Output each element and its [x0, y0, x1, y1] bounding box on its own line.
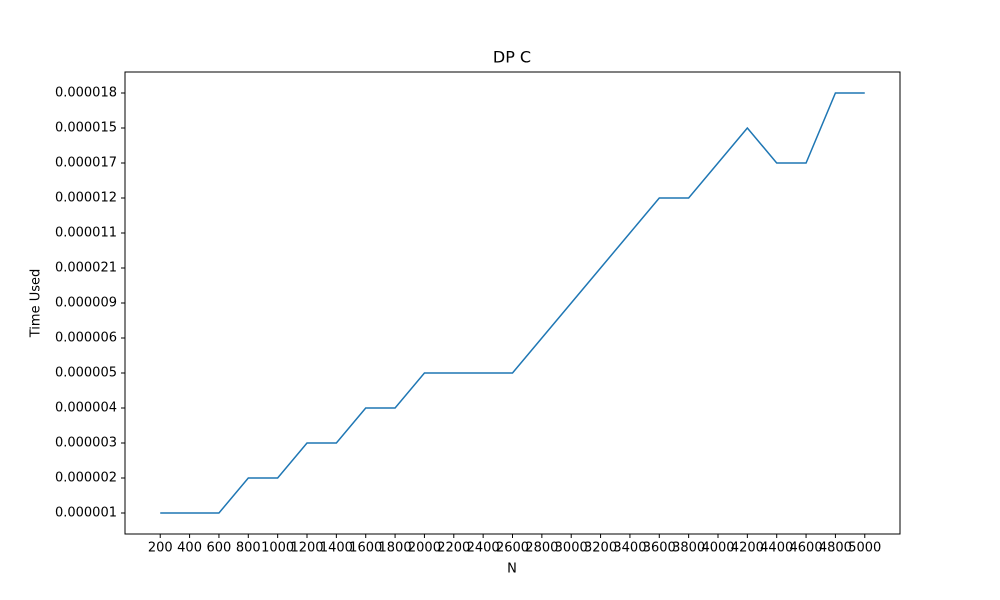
x-tick-label: 3800 — [672, 541, 705, 556]
x-tick-label: 3600 — [643, 541, 676, 556]
x-axis-label: N — [507, 562, 517, 577]
y-tick-label: 0.000009 — [55, 296, 117, 311]
y-tick-label: 0.000015 — [55, 121, 117, 136]
y-tick-label: 0.000018 — [55, 86, 117, 101]
plot-frame — [124, 71, 901, 535]
x-tick-label: 4400 — [760, 541, 793, 556]
x-tick-label: 2800 — [525, 541, 558, 556]
y-tick-label: 0.000006 — [55, 331, 117, 346]
x-tick-label: 3400 — [613, 541, 646, 556]
x-tick-label: 4800 — [819, 541, 852, 556]
x-tick-label: 4000 — [701, 541, 734, 556]
x-tick-label: 2200 — [437, 541, 470, 556]
x-tick-label: 1000 — [261, 541, 294, 556]
x-tick-label: 1200 — [290, 541, 323, 556]
x-tick-label: 600 — [207, 541, 232, 556]
x-tick-label: 400 — [177, 541, 202, 556]
chart-title: DP C — [493, 48, 531, 67]
x-tick-label: 2400 — [467, 541, 500, 556]
x-tick-label: 1800 — [379, 541, 412, 556]
x-tick-label: 3000 — [555, 541, 588, 556]
data-line — [160, 92, 865, 514]
x-tick-label: 3200 — [584, 541, 617, 556]
x-tick-label: 1600 — [349, 541, 382, 556]
y-tick-label: 0.000021 — [55, 261, 117, 276]
y-tick-label: 0.000017 — [55, 156, 117, 171]
y-tick-label: 0.000012 — [55, 191, 117, 206]
x-tick-label: 1400 — [320, 541, 353, 556]
y-tick-label: 0.000011 — [55, 226, 117, 241]
x-tick-label: 800 — [236, 541, 261, 556]
y-tick-label: 0.000005 — [55, 366, 117, 381]
x-tick-label: 5000 — [848, 541, 881, 556]
y-tick-label: 0.000002 — [55, 471, 117, 486]
x-tick-label: 2000 — [408, 541, 441, 556]
y-tick-label: 0.000004 — [55, 401, 117, 416]
y-axis-label: Time Used — [29, 269, 44, 339]
x-tick-label: 4600 — [790, 541, 823, 556]
y-tick-label: 0.000003 — [55, 436, 117, 451]
x-tick-label: 4200 — [731, 541, 764, 556]
x-tick-label: 2600 — [496, 541, 529, 556]
y-tick-label: 0.000001 — [55, 506, 117, 521]
x-tick-label: 200 — [148, 541, 173, 556]
